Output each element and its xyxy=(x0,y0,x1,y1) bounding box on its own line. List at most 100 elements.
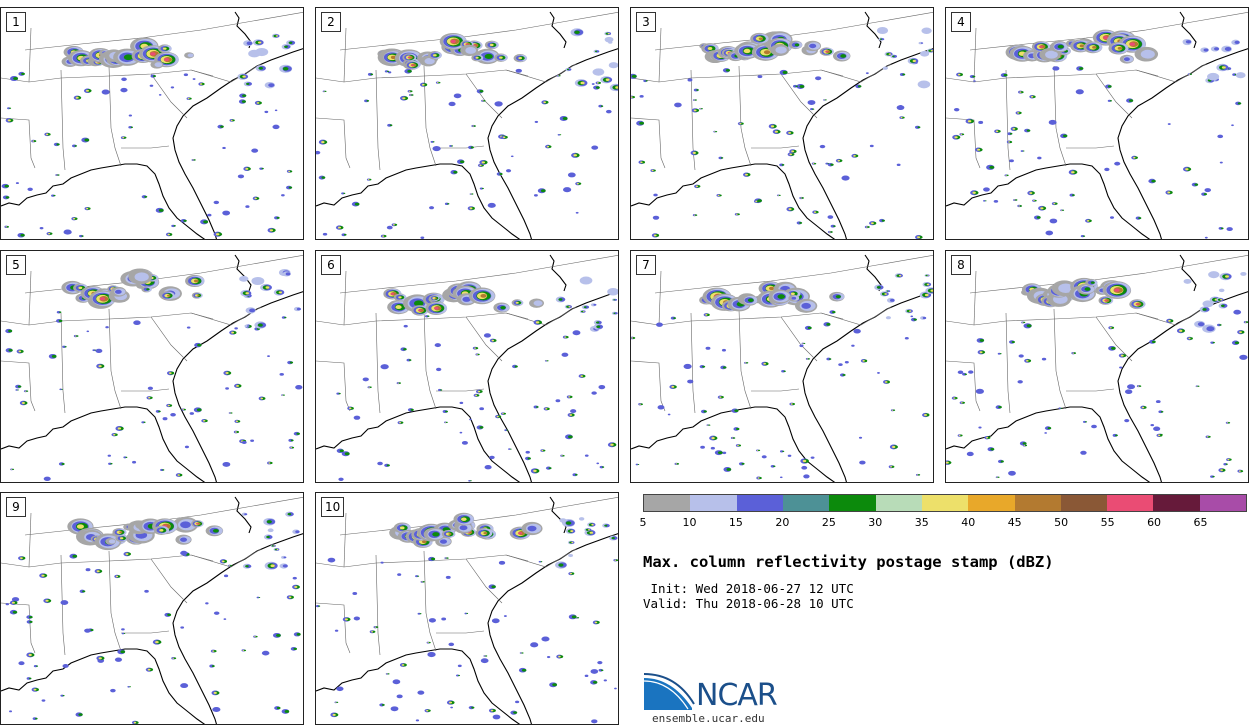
reflectivity-cell xyxy=(18,661,25,666)
reflectivity-cell xyxy=(484,465,492,470)
reflectivity-cell xyxy=(1044,432,1048,434)
member-panel-8: 8 xyxy=(945,250,1249,483)
reflectivity-cell xyxy=(573,154,577,157)
reflectivity-cell xyxy=(702,365,706,368)
state-border xyxy=(658,312,844,326)
reflectivity-cell xyxy=(1009,159,1014,163)
reflectivity-cell xyxy=(791,402,796,406)
reflectivity-cell xyxy=(1008,470,1016,476)
reflectivity-cell xyxy=(278,291,283,294)
reflectivity-cell xyxy=(960,133,963,135)
reflectivity-cell xyxy=(32,140,35,142)
reflectivity-cell xyxy=(246,82,250,85)
reflectivity-cell xyxy=(1197,385,1200,387)
reflectivity-cell xyxy=(160,468,164,472)
reflectivity-cell xyxy=(687,78,693,82)
state-border xyxy=(1095,73,1133,119)
reflectivity-cell xyxy=(632,337,636,339)
reflectivity-cell xyxy=(844,360,849,364)
reflectivity-cell xyxy=(566,305,570,308)
reflectivity-cell xyxy=(296,432,300,435)
state-border xyxy=(1135,306,1207,326)
reflectivity-cell xyxy=(205,602,209,605)
reflectivity-cell xyxy=(276,548,279,550)
reflectivity-cell xyxy=(28,653,32,656)
colorbar-tick: 30 xyxy=(868,516,883,529)
reflectivity-cell xyxy=(475,394,478,397)
reflectivity-cell xyxy=(775,46,787,54)
reflectivity-cell xyxy=(9,107,12,109)
state-border xyxy=(28,270,32,326)
reflectivity-cell xyxy=(595,86,600,89)
coastline xyxy=(234,496,252,534)
reflectivity-cell xyxy=(8,348,13,352)
reflectivity-cell xyxy=(212,528,219,533)
member-panel-4: 4 xyxy=(945,7,1249,240)
reflectivity-cell xyxy=(60,600,69,606)
reflectivity-cell xyxy=(241,440,247,445)
reflectivity-cell xyxy=(504,429,508,432)
reflectivity-cell xyxy=(288,170,291,172)
reflectivity-cell xyxy=(173,657,177,660)
base-map xyxy=(316,496,618,724)
reflectivity-cell xyxy=(985,200,987,202)
reflectivity-cell xyxy=(574,473,578,476)
state-border xyxy=(1066,388,1115,392)
logo-url: ensemble.ucar.edu xyxy=(652,712,765,725)
reflectivity-cell xyxy=(1214,47,1220,51)
reflectivity-cell xyxy=(896,163,901,167)
reflectivity-cell xyxy=(471,193,474,195)
reflectivity-cell xyxy=(908,310,912,312)
reflectivity-cell xyxy=(605,78,610,81)
reflectivity-cell xyxy=(1225,463,1228,465)
reflectivity-cell xyxy=(419,613,422,615)
member-panel-5: 5 xyxy=(0,250,304,483)
reflectivity-cell xyxy=(438,388,442,392)
reflectivity-cell xyxy=(515,68,522,73)
state-border xyxy=(121,388,170,392)
reflectivity-cell xyxy=(946,461,949,464)
reflectivity-cell xyxy=(24,390,27,392)
reflectivity-cell xyxy=(426,709,429,712)
reflectivity-cell xyxy=(763,50,771,55)
reflectivity-cell xyxy=(492,714,501,720)
state-border xyxy=(108,308,122,410)
reflectivity-cell xyxy=(564,336,567,338)
reflectivity-cell xyxy=(78,286,83,290)
state-border xyxy=(316,360,351,412)
reflectivity-cell xyxy=(583,306,587,309)
reflectivity-cell xyxy=(212,650,215,652)
reflectivity-cell xyxy=(667,413,671,416)
reflectivity-cell xyxy=(408,359,412,361)
reflectivity-cell xyxy=(386,673,388,675)
reflectivity-cell xyxy=(904,337,909,340)
reflectivity-cell xyxy=(21,402,25,404)
reflectivity-cell xyxy=(1091,424,1097,429)
reflectivity-cell xyxy=(982,200,986,202)
reflectivity-cell xyxy=(761,455,767,459)
reflectivity-colorbar xyxy=(643,494,1247,512)
reflectivity-cell xyxy=(429,206,435,210)
reflectivity-cell xyxy=(891,409,894,411)
colorbar-segment xyxy=(875,495,922,511)
reflectivity-cell xyxy=(1203,48,1209,52)
reflectivity-cell xyxy=(1047,427,1052,430)
colorbar-tick: 45 xyxy=(1007,516,1022,529)
reflectivity-cell xyxy=(830,231,833,233)
reflectivity-cell xyxy=(436,82,439,84)
reflectivity-cell xyxy=(841,175,850,181)
reflectivity-cell xyxy=(371,630,376,633)
reflectivity-cell xyxy=(408,90,411,92)
reflectivity-cell xyxy=(15,182,19,185)
state-border xyxy=(343,512,347,568)
reflectivity-cell xyxy=(825,162,829,165)
state-border xyxy=(28,512,32,568)
reflectivity-cell xyxy=(172,657,175,659)
reflectivity-cell xyxy=(115,575,119,578)
reflectivity-cell xyxy=(597,661,603,665)
reflectivity-cell xyxy=(569,414,573,416)
reflectivity-cell xyxy=(1063,134,1068,138)
reflectivity-cell xyxy=(10,468,13,470)
reflectivity-cell xyxy=(1113,288,1120,292)
reflectivity-cell xyxy=(708,424,711,426)
